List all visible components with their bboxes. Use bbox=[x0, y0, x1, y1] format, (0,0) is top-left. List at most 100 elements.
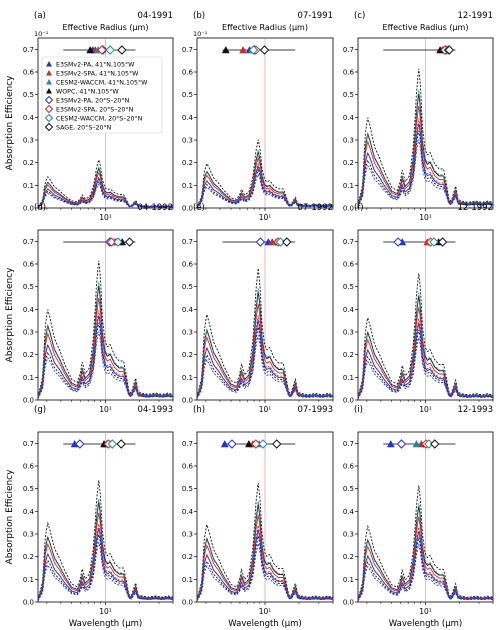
legend-marker-triangle bbox=[46, 79, 52, 85]
y-tick-label: 0.1 bbox=[23, 374, 34, 382]
y-tick-label: 0.4 bbox=[23, 508, 35, 516]
y-tick-label: 0.1 bbox=[182, 576, 193, 584]
series-line-e3smv2-pa-lower bbox=[196, 173, 334, 208]
y-tick-label: 0.4 bbox=[182, 306, 194, 314]
x-axis-label: Wavelength (μm) bbox=[389, 619, 462, 629]
series-line-e3smv2-spa bbox=[37, 297, 174, 399]
legend-entry: E3SMv2-SPA, 20°S–20°N bbox=[56, 106, 134, 114]
reff-marker-diamond bbox=[437, 237, 448, 247]
series-line-wopc-upper bbox=[196, 482, 334, 600]
panel-date: 04-1993 bbox=[137, 405, 173, 415]
x-axis-label: Wavelength (μm) bbox=[69, 619, 142, 629]
reff-marker-diamond bbox=[105, 45, 115, 55]
series-line-wopc bbox=[357, 93, 494, 206]
y-tick-label: 0.6 bbox=[23, 463, 35, 471]
x-tick-label: 10¹ bbox=[259, 213, 272, 222]
x-tick-label: 10¹ bbox=[99, 607, 112, 616]
reff-marker-triangle bbox=[86, 45, 95, 54]
y-tick-label: 0.7 bbox=[343, 46, 354, 54]
legend-marker-diamond bbox=[44, 95, 54, 105]
panel-label: (e) bbox=[193, 203, 205, 213]
legend-entry: CESM2-WACCM, 41°N,105°W bbox=[56, 79, 148, 87]
y-tick-label: 0.7 bbox=[23, 238, 34, 246]
reff-marker-triangle bbox=[239, 45, 248, 54]
y-tick-label: 0.3 bbox=[343, 531, 354, 539]
legend-marker-diamond bbox=[44, 113, 54, 123]
panel-c: 0.0 0.1 0.2 0.3 0.4 0.5 0.6 0.7 10¹ (c) 12-1991 Eff… bbox=[343, 11, 494, 222]
series-line-e3smv2-pa-lower bbox=[357, 139, 494, 207]
x-tick-label: 10¹ bbox=[419, 607, 432, 616]
y-tick-label: 0.5 bbox=[182, 91, 193, 99]
series-line-cesm2-waccm bbox=[357, 292, 494, 398]
y-tick-label: 0.7 bbox=[343, 238, 354, 246]
panel-label: (h) bbox=[193, 405, 205, 415]
y-tick-label: 0.0 bbox=[343, 397, 354, 405]
reff-marker-diamond bbox=[255, 237, 266, 247]
y-tick-label: 0.6 bbox=[343, 463, 355, 471]
y-tick-label: 0.1 bbox=[23, 182, 34, 190]
reff-marker-diamond bbox=[106, 237, 117, 247]
panel-label: (f) bbox=[354, 203, 364, 213]
y-tick-label: 0.3 bbox=[343, 137, 354, 145]
y-tick-label: 0.7 bbox=[343, 440, 354, 448]
top-axis-label: Effective Radius (μm) bbox=[222, 23, 308, 32]
y-tick-label: 0.2 bbox=[182, 351, 193, 359]
series-line-wopc-upper bbox=[37, 480, 174, 600]
y-tick-label: 0.3 bbox=[182, 329, 193, 337]
legend-marker-diamond bbox=[44, 122, 54, 132]
x-tick-label: 10¹ bbox=[419, 405, 432, 414]
x-tick-label: 10¹ bbox=[419, 213, 432, 222]
y-tick-label: 0.3 bbox=[23, 329, 34, 337]
series-line-e3smv2-pa bbox=[37, 528, 173, 601]
panel-d: 0.0 0.1 0.2 0.3 0.4 0.5 0.6 0.7 10¹ (d) 04-1992 Abs… bbox=[5, 203, 174, 414]
y-tick-label: 0.1 bbox=[23, 576, 34, 584]
y-tick-label: 0.5 bbox=[23, 283, 34, 291]
series-line-e3smv2-spa bbox=[357, 307, 494, 399]
series-line-wopc-upper bbox=[357, 273, 494, 398]
reff-marker-diamond bbox=[259, 45, 270, 55]
reff-marker-diamond bbox=[227, 439, 237, 449]
top-tick-label: 10⁻¹ bbox=[193, 30, 208, 38]
y-tick-label: 0.2 bbox=[182, 159, 193, 167]
y-tick-label: 0.0 bbox=[182, 599, 193, 607]
y-tick-label: 0.5 bbox=[182, 485, 193, 493]
y-axis-label: Absorption Efficiency bbox=[5, 469, 15, 565]
reff-marker-diamond bbox=[75, 439, 85, 449]
y-tick-label: 0.3 bbox=[23, 531, 34, 539]
y-tick-label: 0.2 bbox=[182, 553, 193, 561]
y-tick-label: 0.1 bbox=[343, 576, 354, 584]
panel-date: 07-1991 bbox=[297, 11, 333, 21]
x-tick-label: 10¹ bbox=[259, 405, 272, 414]
y-tick-label: 0.3 bbox=[182, 137, 193, 145]
reff-marker-diamond bbox=[97, 45, 107, 55]
reff-marker-triangle bbox=[386, 439, 395, 448]
series-line-e3smv2-pa-lower bbox=[37, 183, 174, 208]
y-tick-label: 0.5 bbox=[343, 283, 354, 291]
y-tick-label: 0.7 bbox=[23, 46, 34, 54]
series-line-cesm2-waccm bbox=[357, 89, 494, 206]
y-tick-label: 0.0 bbox=[182, 205, 193, 213]
y-tick-label: 0.6 bbox=[182, 463, 194, 471]
y-tick-label: 0.7 bbox=[182, 46, 193, 54]
series-line-e3smv2-pa-lower bbox=[196, 543, 334, 602]
panel-date: 12-1993 bbox=[457, 405, 493, 415]
reff-marker-triangle bbox=[412, 439, 421, 448]
reff-marker-diamond bbox=[272, 439, 282, 449]
series-line-wopc-upper bbox=[357, 68, 494, 206]
reff-marker-diamond bbox=[393, 237, 403, 247]
series-line-cesm2-waccm bbox=[357, 503, 494, 601]
legend-entry: SAGE, 20°S–20°N bbox=[56, 124, 112, 132]
panel-b: 0.0 0.1 0.2 0.3 0.4 0.5 0.6 0.7 10¹ (b) 07-1991 Eff… bbox=[182, 11, 334, 222]
series-line-e3smv2-pa-lower bbox=[37, 331, 174, 399]
panel-label: (i) bbox=[354, 405, 363, 415]
y-tick-label: 0.4 bbox=[23, 114, 35, 122]
reff-marker-triangle bbox=[220, 439, 229, 448]
reff-marker-diamond bbox=[124, 237, 135, 247]
y-tick-label: 0.1 bbox=[182, 182, 193, 190]
y-tick-label: 0.4 bbox=[343, 114, 355, 122]
reff-marker-diamond bbox=[248, 45, 259, 55]
series-line-cesm2-waccm bbox=[37, 498, 174, 601]
y-tick-label: 0.1 bbox=[343, 374, 354, 382]
y-axis-label: Absorption Efficiency bbox=[5, 267, 15, 363]
